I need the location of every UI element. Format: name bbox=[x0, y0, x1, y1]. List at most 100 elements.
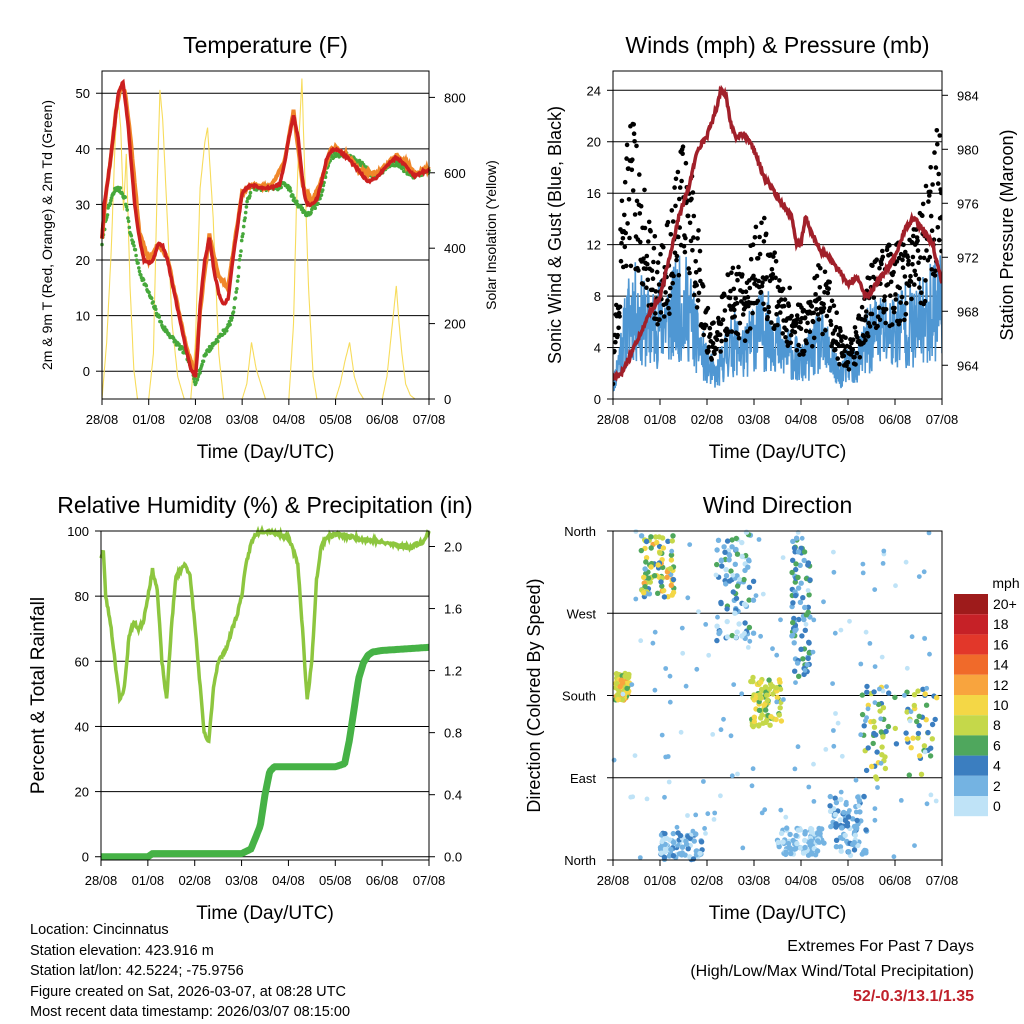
direction-point bbox=[795, 574, 801, 581]
direction-point bbox=[832, 811, 839, 818]
direction-point bbox=[668, 552, 675, 558]
temperature-ytick-label: 40 bbox=[76, 142, 90, 157]
gust-point bbox=[796, 342, 801, 348]
direction-point bbox=[924, 801, 930, 807]
direction-point bbox=[683, 838, 689, 844]
direction-point bbox=[750, 766, 756, 772]
direction-point bbox=[770, 691, 776, 697]
temperature-xtick-label: 04/08 bbox=[273, 412, 306, 427]
gust-point bbox=[849, 340, 854, 346]
direction-point bbox=[735, 771, 740, 777]
direction-point bbox=[842, 832, 848, 839]
dewpoint-point bbox=[126, 216, 130, 220]
direction-point bbox=[797, 562, 803, 568]
direction-point bbox=[745, 564, 751, 570]
dewpoint-point bbox=[198, 371, 202, 375]
gust-point bbox=[926, 199, 931, 204]
direction-point bbox=[916, 722, 922, 729]
direction-point bbox=[756, 707, 763, 713]
speed-legend-swatch bbox=[954, 715, 988, 736]
direction-point bbox=[721, 544, 727, 550]
direction-point bbox=[923, 717, 929, 723]
direction-point bbox=[750, 723, 756, 730]
gust-point bbox=[679, 178, 684, 184]
gust-point bbox=[883, 320, 888, 326]
gust-point bbox=[811, 335, 817, 341]
gust-point bbox=[668, 285, 673, 291]
direction-point bbox=[863, 827, 869, 833]
humidity-xtick-label: 01/08 bbox=[132, 873, 165, 888]
direction-point bbox=[924, 685, 930, 691]
gust-point bbox=[780, 331, 785, 336]
gust-point bbox=[821, 305, 827, 311]
direction-point bbox=[790, 557, 796, 563]
direction-point bbox=[794, 660, 801, 666]
gust-point bbox=[871, 295, 877, 300]
dewpoint-point bbox=[216, 339, 220, 344]
dewpoint-point bbox=[118, 186, 123, 190]
direction-point bbox=[715, 537, 722, 543]
direction-point bbox=[721, 716, 726, 722]
gust-point bbox=[636, 268, 641, 273]
direction-point bbox=[830, 681, 835, 686]
direction-point bbox=[659, 732, 665, 738]
gust-point bbox=[687, 220, 693, 226]
gust-point bbox=[613, 381, 616, 387]
direction-point bbox=[860, 570, 866, 576]
speed-legend-label: 8 bbox=[993, 717, 1001, 733]
direction-point bbox=[811, 799, 817, 804]
gust-point bbox=[645, 261, 650, 267]
gust-point bbox=[838, 328, 843, 334]
direction-point bbox=[891, 854, 897, 860]
direction-point bbox=[873, 774, 879, 780]
direction-point bbox=[806, 639, 812, 645]
direction-point bbox=[904, 665, 910, 671]
direction-xtick-label: 07/08 bbox=[926, 873, 959, 888]
direction-point bbox=[723, 573, 730, 579]
gust-point bbox=[761, 239, 767, 244]
temperature-y2label: Solar Insolation (Yellow) bbox=[483, 160, 499, 310]
dewpoint-point bbox=[243, 210, 248, 215]
direction-point bbox=[758, 633, 763, 639]
dewpoint-point bbox=[125, 208, 129, 212]
direction-point bbox=[871, 718, 877, 725]
gust-point bbox=[706, 348, 711, 354]
direction-ytick-label: North bbox=[564, 524, 596, 539]
direction-point bbox=[808, 838, 814, 844]
gust-point bbox=[624, 156, 629, 161]
direction-point bbox=[650, 640, 656, 646]
direction-point bbox=[908, 709, 914, 715]
direction-point bbox=[805, 588, 811, 593]
gust-point bbox=[645, 277, 651, 283]
gust-point bbox=[646, 219, 652, 225]
dewpoint-point bbox=[357, 158, 362, 163]
direction-point bbox=[659, 839, 665, 845]
dewpoint-point bbox=[108, 201, 112, 206]
direction-point bbox=[792, 766, 798, 772]
direction-point bbox=[909, 634, 915, 640]
gust-point bbox=[853, 362, 858, 367]
direction-point bbox=[753, 695, 759, 701]
gust-point bbox=[910, 254, 916, 260]
gust-point bbox=[894, 259, 900, 264]
gust-point bbox=[804, 340, 809, 346]
gust-point bbox=[904, 300, 909, 306]
humidity-y2tick-label: 1.2 bbox=[444, 664, 462, 679]
direction-point bbox=[801, 549, 808, 555]
direction-point bbox=[872, 664, 878, 669]
humidity-title: Relative Humidity (%) & Precipitation (i… bbox=[57, 492, 472, 518]
direction-point bbox=[670, 830, 676, 837]
gust-point bbox=[697, 267, 702, 273]
direction-point bbox=[808, 826, 815, 832]
station-location: Location: Cincinnatus bbox=[30, 922, 169, 938]
gust-point bbox=[834, 310, 839, 316]
direction-point bbox=[860, 561, 866, 567]
direction-point bbox=[783, 849, 789, 855]
gust-point bbox=[833, 347, 838, 353]
direction-point bbox=[803, 612, 810, 618]
speed-legend-swatch bbox=[954, 654, 988, 675]
direction-point bbox=[724, 606, 730, 612]
direction-point bbox=[713, 572, 719, 578]
gust-point bbox=[759, 220, 764, 226]
gust-point bbox=[909, 296, 914, 302]
